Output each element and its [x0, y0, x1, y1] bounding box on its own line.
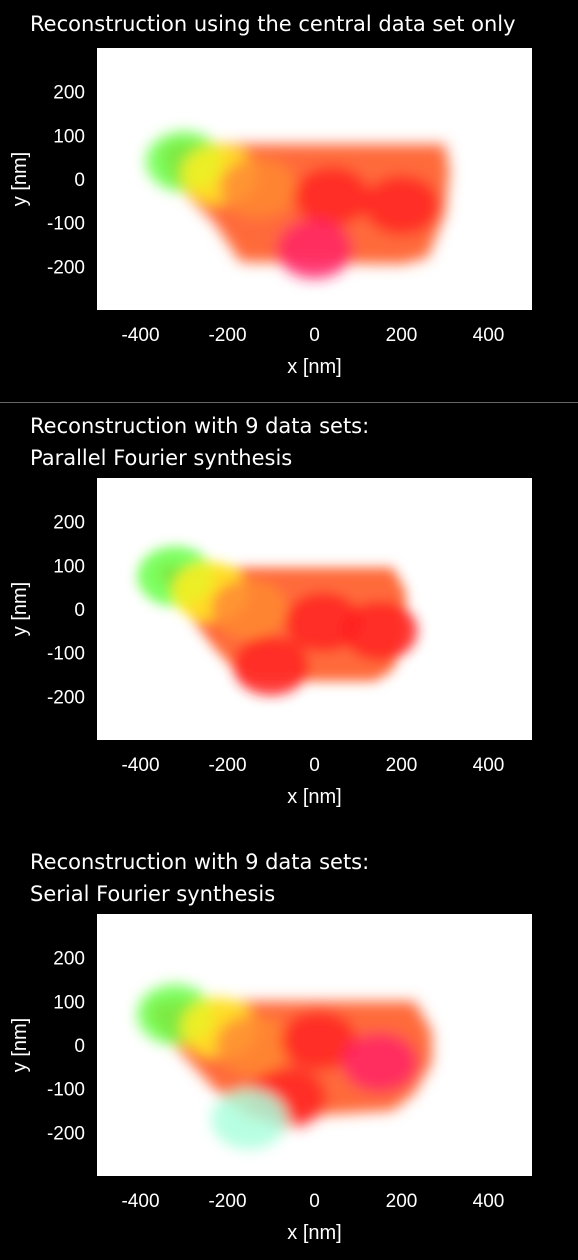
y-tick-label: -200 [47, 1123, 85, 1144]
panel-title: Reconstruction with 9 data sets: Paralle… [30, 410, 369, 474]
heatmap-hotspot [280, 1010, 357, 1071]
y-tick-label: 0 [74, 1036, 85, 1057]
x-tick-label: -200 [208, 755, 246, 776]
panel-title-line-2: Parallel Fourier synthesis [30, 446, 293, 470]
heatmap-hotspot [211, 1089, 288, 1150]
x-tick-label: 200 [386, 325, 418, 346]
heatmap-hotspot [211, 579, 288, 639]
panel-title: Reconstruction with 9 data sets: Serial … [30, 846, 369, 910]
panel-central: Reconstruction using the central data se… [0, 0, 578, 400]
panel-title-line-1: Reconstruction with 9 data sets: [30, 414, 370, 438]
y-tick-label: -200 [47, 257, 85, 278]
panel-divider [0, 402, 578, 403]
heatmap-hotspot [285, 592, 362, 653]
x-tick-label: -400 [121, 755, 159, 776]
heatmap-hotspot [341, 600, 418, 661]
y-axis-label: y [nm] [9, 152, 31, 206]
chart-central: 200 100 0 -100 -200 -400 -200 0 200 400 x [nm] y [n… [9, 48, 532, 378]
heatmap-hotspot [215, 1015, 292, 1075]
x-axis-label: x [nm] [287, 1222, 341, 1244]
panel-parallel: Reconstruction with 9 data sets: Paralle… [0, 404, 578, 824]
y-axis-label: y [nm] [9, 582, 31, 636]
y-tick-label: 100 [53, 992, 85, 1013]
y-tick-label: 200 [53, 949, 85, 970]
panel-title-line-1: Reconstruction with 9 data sets: [30, 850, 370, 874]
x-tick-label: 400 [473, 1191, 505, 1212]
x-tick-label: -200 [208, 1191, 246, 1212]
y-tick-label: -100 [47, 1080, 85, 1101]
x-tick-label: -200 [208, 325, 246, 346]
y-tick-label: 0 [74, 170, 85, 191]
heatmap-hotspot [276, 218, 353, 279]
x-tick-label: 0 [309, 755, 320, 776]
x-tick-label: 200 [386, 755, 418, 776]
heatmap-hotspot [233, 635, 309, 696]
heatmap-hotspot [293, 166, 370, 227]
heatmap-image [137, 546, 418, 696]
y-tick-label: 0 [74, 600, 85, 621]
heatmap-hotspot [219, 157, 296, 218]
heatmap-image [146, 131, 450, 279]
y-tick-label: 100 [53, 126, 85, 147]
y-tick-label: 200 [53, 83, 85, 104]
x-tick-label: 400 [473, 755, 505, 776]
x-axis-label: x [nm] [287, 356, 341, 378]
x-tick-label: 400 [473, 325, 505, 346]
x-tick-label: 200 [386, 1191, 418, 1212]
heatmap-image [137, 984, 432, 1150]
panel-serial: Reconstruction with 9 data sets: Serial … [0, 836, 578, 1260]
heatmap-hotspot [341, 1032, 418, 1093]
y-tick-label: 100 [53, 556, 85, 577]
panel-title-line-2: Serial Fourier synthesis [30, 882, 276, 906]
y-tick-label: -100 [47, 644, 85, 665]
x-axis-label: x [nm] [287, 786, 341, 808]
y-axis-label: y [nm] [9, 1018, 31, 1072]
chart-serial: 200 100 0 -100 -200 -400 -200 0 200 400 x [nm] y [n… [9, 914, 532, 1244]
panel-title: Reconstruction using the central data se… [30, 8, 516, 40]
heatmap-hotspot [363, 175, 440, 236]
x-tick-label: -400 [121, 325, 159, 346]
y-tick-label: -200 [47, 687, 85, 708]
chart-parallel: 200 100 0 -100 -200 -400 -200 0 200 400 x [nm] y [n… [9, 478, 532, 808]
panel-title-line-1: Reconstruction using the central data se… [30, 12, 516, 36]
x-tick-label: 0 [309, 325, 320, 346]
y-tick-label: -100 [47, 214, 85, 235]
y-tick-label: 200 [53, 513, 85, 534]
x-tick-label: -400 [121, 1191, 159, 1212]
x-tick-label: 0 [309, 1191, 320, 1212]
